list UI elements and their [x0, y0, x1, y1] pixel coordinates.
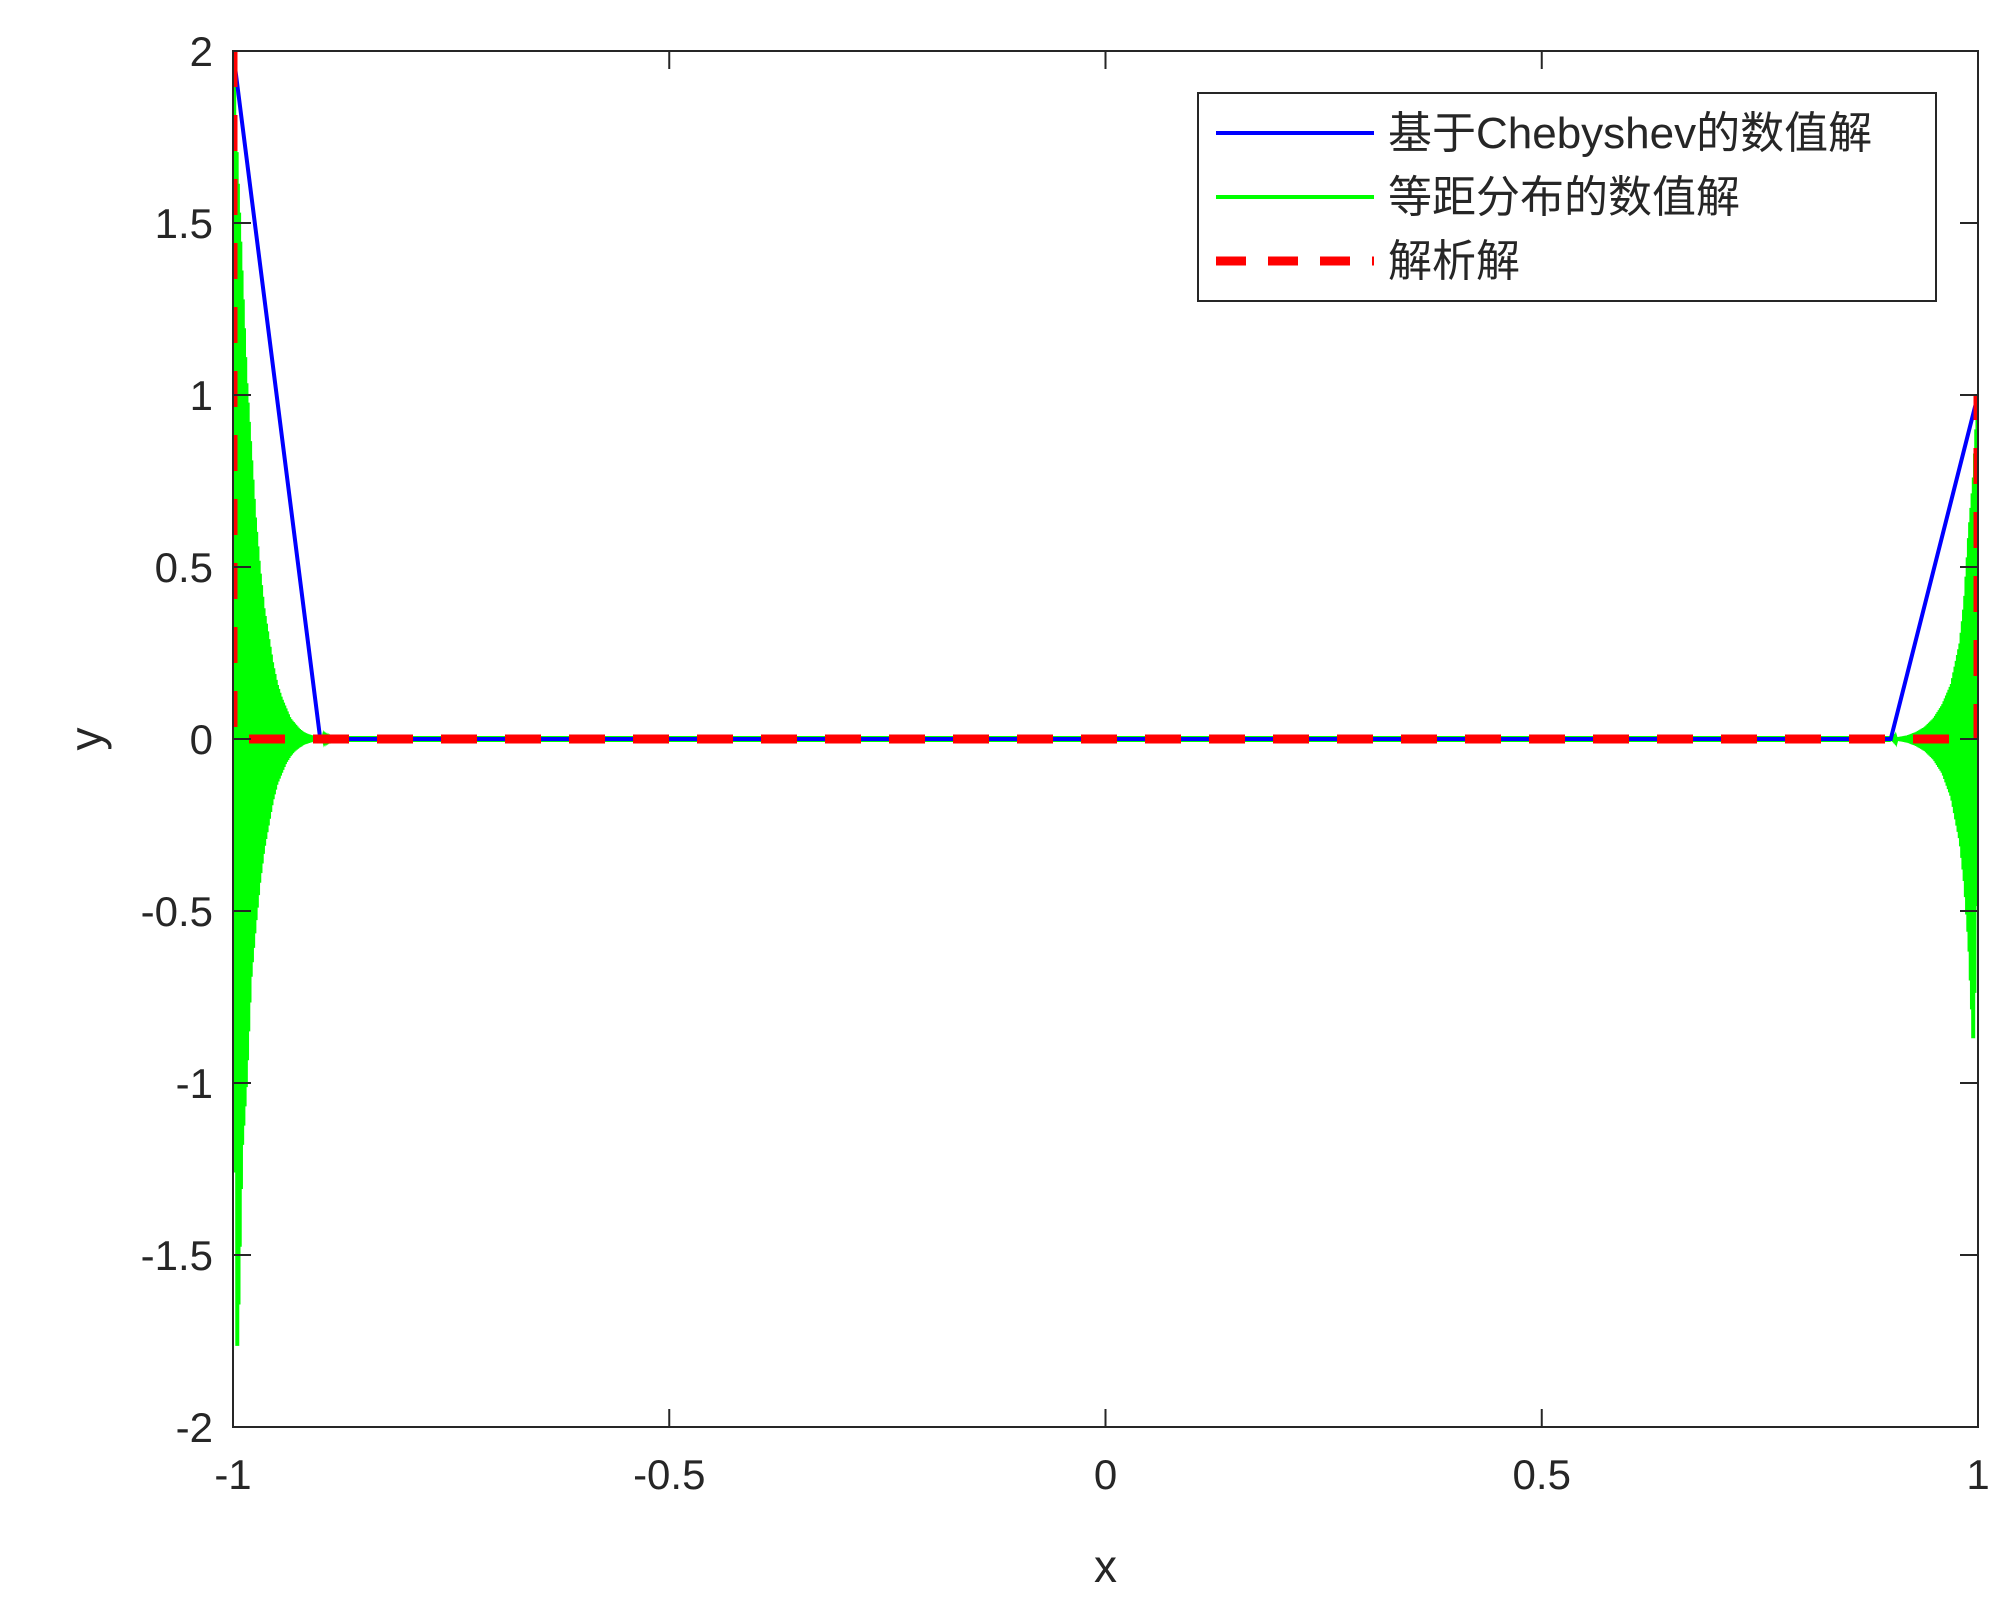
red-dashed-series-line — [233, 51, 1978, 744]
x-tick-label: 1 — [1966, 1451, 1989, 1498]
legend-label-chebyshev: 基于Chebyshev的数值解 — [1388, 109, 1872, 158]
x-tick-label: 0.5 — [1513, 1451, 1571, 1498]
series-group — [233, 51, 1978, 1346]
y-tick-label: 2 — [190, 28, 213, 75]
green-series-right-oscillation — [1890, 405, 1978, 1039]
x-tick-label: -1 — [214, 1451, 251, 1498]
plot-area — [233, 51, 1978, 1346]
x-tick-label: -0.5 — [633, 1451, 705, 1498]
y-tick-label: 1.5 — [155, 200, 213, 247]
y-tick-label: 1 — [190, 372, 213, 419]
y-tick-label: -1.5 — [141, 1232, 213, 1279]
y-tick-label: -0.5 — [141, 888, 213, 935]
x-axis-label: x — [1094, 1540, 1117, 1592]
y-tick-label: -1 — [176, 1060, 213, 1107]
y-tick-label: 0.5 — [155, 544, 213, 591]
axes: -1 -0.5 0 0.5 1 -2 -1.5 -1 -0.5 0 0.5 1 1.5 2 — [141, 28, 1990, 1498]
y-tick-label: -2 — [176, 1404, 213, 1451]
legend-label-analytic: 解析解 — [1388, 237, 1520, 286]
x-tick-label: 0 — [1094, 1451, 1117, 1498]
legend: 基于Chebyshev的数值解 等距分布的数值解 解析解 — [1197, 92, 1937, 302]
y-axis-label: y — [60, 728, 112, 751]
legend-label-equidistant: 等距分布的数值解 — [1388, 173, 1740, 222]
y-tick-label: 0 — [190, 716, 213, 763]
